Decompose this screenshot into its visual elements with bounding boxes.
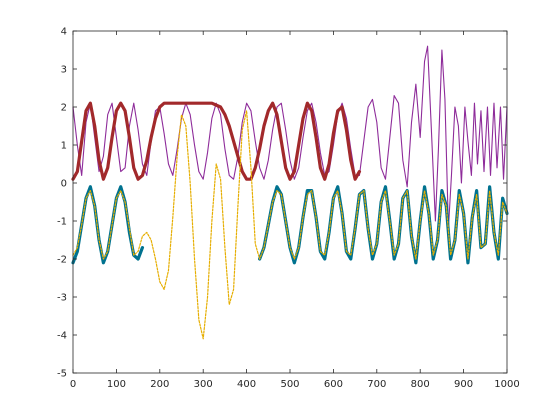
series-line-2 <box>71 101 362 181</box>
x-tick-label: 600 <box>324 379 343 390</box>
x-tick-label: 500 <box>280 379 299 390</box>
y-tick-label: -4 <box>57 331 67 342</box>
x-tick-label: 800 <box>411 379 430 390</box>
x-tick-label: 1000 <box>494 379 519 390</box>
y-tick-label: -5 <box>57 369 67 380</box>
x-tick-label: 100 <box>107 379 126 390</box>
x-tick-label: 900 <box>454 379 473 390</box>
x-tick-label: 300 <box>194 379 213 390</box>
y-tick-label: 4 <box>61 27 67 38</box>
ticks-layer: 0 100 200 300 400 500 600 700 800 900 1000 -5 -4 -3 -2… <box>57 27 520 391</box>
y-tick-label: 0 <box>61 179 67 190</box>
x-tick-label: 200 <box>150 379 169 390</box>
y-tick-label: -3 <box>57 293 67 304</box>
x-tick-label: 400 <box>237 379 256 390</box>
y-tick-label: 1 <box>61 141 67 152</box>
y-tick-label: -1 <box>57 217 67 228</box>
y-tick-label: 2 <box>61 103 67 114</box>
y-tick-label: 3 <box>61 65 67 76</box>
x-tick-label: 700 <box>367 379 386 390</box>
y-tick-label: -2 <box>57 255 67 266</box>
x-tick-label: 0 <box>70 379 76 390</box>
series-layer <box>71 45 509 340</box>
series-line-4 <box>72 110 508 340</box>
